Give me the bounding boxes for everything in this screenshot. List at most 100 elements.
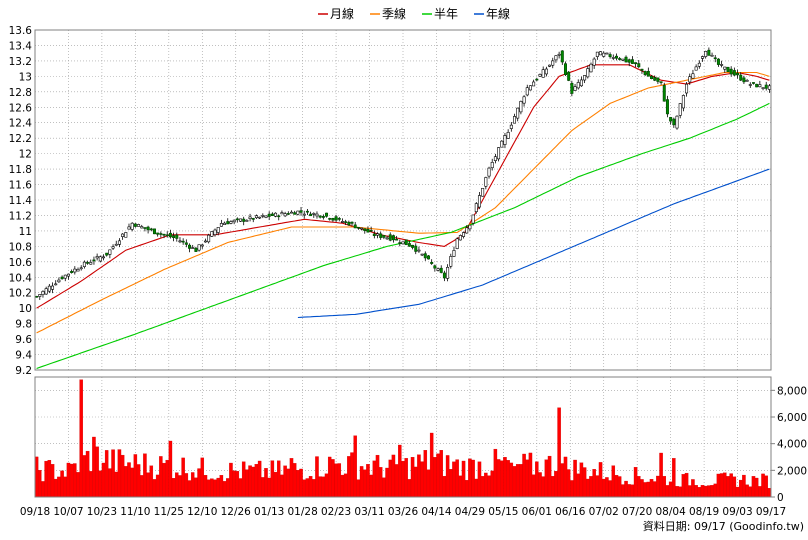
volume-bar — [729, 473, 733, 498]
volume-bar — [50, 464, 55, 498]
volume-bar — [305, 478, 310, 498]
source-label: 資料日期: 09/17 (Goodinfo.tw) — [643, 519, 804, 533]
volume-bar — [640, 479, 644, 498]
volume-bar — [630, 484, 635, 498]
volume-bar — [245, 469, 249, 498]
candle-body — [439, 267, 443, 273]
price-tick-label-2: 13.2 — [9, 56, 32, 68]
volume-bar — [503, 457, 507, 498]
legend-label-3: 年線 — [486, 6, 510, 21]
volume-bar — [101, 462, 106, 498]
candle-body — [688, 76, 692, 83]
volume-bar — [551, 476, 555, 498]
volume-bar — [216, 477, 220, 498]
price-tick-label-15: 10.6 — [9, 257, 33, 269]
volume-bar — [388, 459, 392, 498]
candle-body — [44, 288, 48, 295]
candle-body — [60, 276, 64, 280]
volume-bar — [515, 464, 520, 498]
volume-bar — [764, 475, 768, 498]
candle-body — [656, 77, 660, 82]
volume-bar — [713, 483, 717, 498]
candle-body — [694, 66, 698, 71]
candle-body — [369, 229, 373, 232]
volume-bar — [633, 467, 638, 498]
volume-bar — [104, 450, 109, 498]
volume-bar — [477, 461, 482, 498]
volume-bar — [732, 476, 737, 498]
volume-bar — [60, 470, 64, 498]
volume-bar — [327, 456, 332, 498]
date-tick-label-13: 04/29 — [455, 506, 485, 518]
volume-bar — [678, 486, 682, 498]
candle-body — [758, 84, 762, 88]
volume-bar — [63, 476, 68, 498]
candle-body — [704, 51, 708, 57]
volume-bar — [350, 452, 354, 498]
candle-body — [423, 253, 427, 259]
candle-body — [755, 83, 759, 88]
candle-body — [124, 232, 128, 238]
candle-body — [232, 219, 236, 223]
volume-bar — [114, 471, 118, 498]
date-tick-label-21: 09/03 — [722, 506, 752, 518]
candle-body — [229, 221, 233, 224]
candle-body — [551, 60, 555, 66]
candle-body — [286, 213, 290, 215]
candle-body — [621, 58, 625, 61]
volume-bar — [563, 456, 568, 498]
volume-bar — [267, 477, 271, 498]
candle-body — [385, 237, 389, 240]
candle-body — [532, 81, 536, 87]
candle-body — [468, 224, 472, 230]
candle-body — [646, 70, 650, 77]
candle-body — [146, 226, 150, 231]
volume-bar — [496, 459, 501, 498]
candle-body — [366, 229, 370, 233]
candle-body — [643, 71, 647, 76]
volume-bar — [675, 486, 679, 498]
candle-body — [194, 247, 198, 252]
date-tick-label-7: 01/13 — [254, 506, 284, 518]
volume-bar — [506, 460, 510, 498]
half-year-line — [36, 102, 770, 370]
season-line — [36, 71, 770, 334]
volume-bar — [165, 459, 169, 498]
volume-bar — [547, 455, 552, 498]
candle-body — [121, 233, 125, 237]
candle-body — [251, 218, 255, 220]
candle-body — [538, 74, 542, 77]
date-tick-label-20: 08/19 — [689, 506, 719, 518]
candle-body — [309, 213, 313, 217]
volume-bar — [614, 475, 619, 498]
price-tick-label-4: 12.8 — [9, 87, 32, 99]
volume-bar — [264, 468, 268, 498]
volume-bar — [420, 461, 424, 498]
volume-bar — [464, 480, 469, 498]
volume-bar — [758, 486, 762, 498]
volume-bar — [273, 471, 278, 498]
volume-bar — [688, 485, 692, 498]
price-plot-frame — [34, 29, 772, 371]
candle-body — [254, 215, 258, 219]
volume-bar — [659, 452, 663, 498]
candle-body — [239, 218, 243, 222]
volume-bar — [589, 476, 593, 498]
volume-bar — [656, 475, 660, 498]
candle-body — [602, 52, 606, 57]
volume-bar — [672, 458, 676, 498]
volume-bar — [700, 485, 705, 498]
candle-body — [618, 58, 622, 60]
candle-body — [548, 64, 552, 67]
candle-body — [331, 218, 335, 221]
candle-body — [98, 256, 102, 262]
candle-body — [519, 101, 523, 113]
candle-body — [742, 77, 746, 83]
candle-body — [701, 56, 704, 59]
candle-body — [557, 53, 561, 56]
candle-body — [745, 80, 749, 82]
candle-body — [430, 261, 434, 264]
candle-body — [484, 177, 488, 187]
candle-body — [465, 227, 469, 234]
volume-bar — [162, 462, 166, 498]
